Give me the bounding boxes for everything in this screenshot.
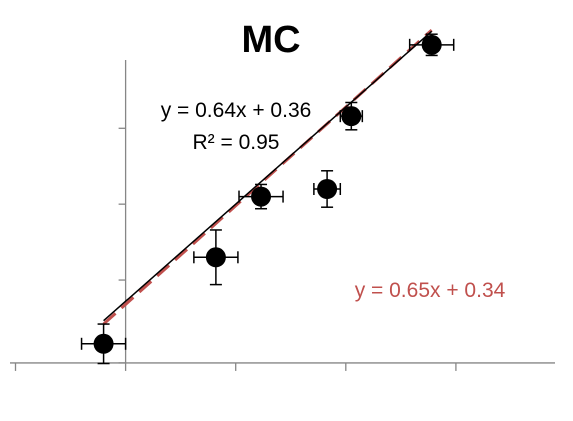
data-point-group bbox=[80, 323, 127, 365]
trendlines bbox=[102, 28, 433, 326]
trendline-black bbox=[103, 30, 433, 322]
fit-equation-black: y = 0.64x + 0.36 bbox=[161, 99, 312, 122]
data-points bbox=[80, 33, 455, 365]
data-point-group bbox=[408, 33, 455, 57]
data-point bbox=[205, 247, 226, 268]
data-point-group bbox=[313, 170, 342, 208]
data-point bbox=[317, 178, 338, 199]
data-point-group bbox=[339, 101, 364, 131]
fit-r-squared-black: R² = 0.95 bbox=[193, 131, 280, 154]
data-point-group bbox=[238, 183, 284, 210]
data-point bbox=[341, 106, 362, 127]
data-point bbox=[93, 333, 114, 354]
data-point bbox=[251, 186, 272, 207]
fit-equation-red: y = 0.65x + 0.34 bbox=[355, 279, 506, 302]
data-point-group bbox=[193, 229, 239, 286]
data-point bbox=[421, 34, 442, 55]
chart-title: MC bbox=[241, 19, 300, 61]
